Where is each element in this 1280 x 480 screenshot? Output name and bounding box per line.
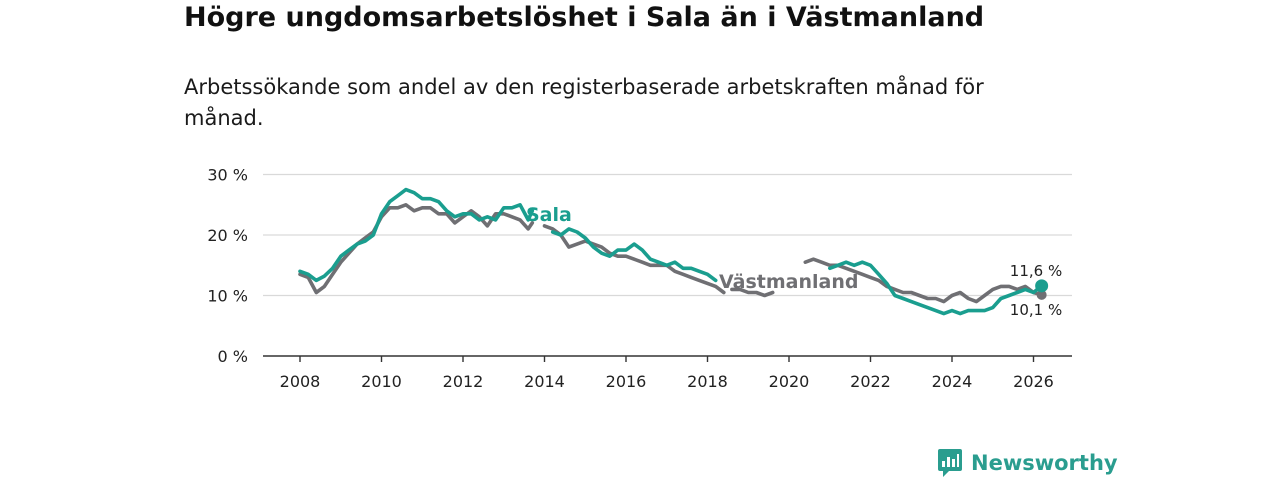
end-marker-sala (1035, 279, 1049, 293)
series-line-vastmanland-segment-3 (803, 257, 1044, 304)
line-chart: 0 % 10 % 20 % 30 % 2008 2010 2012 2014 2016 2018 2… (207, 166, 1072, 391)
series-lines (298, 187, 1049, 316)
x-tick-label-2016: 2016 (606, 372, 647, 391)
end-label-vastmanland: 10,1 % (1010, 301, 1062, 319)
gridlines (263, 173, 1072, 297)
series-line-vastmanland-segment-0 (298, 203, 535, 295)
y-tick-label-10: 10 % (207, 287, 248, 306)
series-line-vastmanland-segment-2 (730, 287, 775, 298)
series-line-vastmanland-segment-1 (542, 224, 726, 295)
x-tick-label-2024: 2024 (932, 372, 973, 391)
chart-subtitle: Arbetssökande som andel av den registerb… (184, 75, 984, 130)
series-line-sala-segment-1 (550, 227, 718, 283)
y-tick-label-30: 30 % (207, 166, 248, 185)
x-tick-label-2010: 2010 (361, 372, 402, 391)
newsworthy-logo-icon (938, 449, 962, 477)
brand-logo: Newsworthy (937, 448, 1118, 478)
chart-title: Högre ungdomsarbetslöshet i Sala än i Vä… (184, 2, 985, 33)
axes: 0 % 10 % 20 % 30 % 2008 2010 2012 2014 2016 2018 2… (207, 166, 1072, 391)
x-tick-label-2022: 2022 (850, 372, 891, 391)
x-tick-label-2008: 2008 (280, 372, 321, 391)
end-label-sala: 11,6 % (1010, 262, 1062, 280)
series-labels: Sala Västmanland 11,6 % 10,1 % (526, 204, 1062, 319)
x-tick-label-2014: 2014 (524, 372, 565, 391)
y-tick-label-20: 20 % (207, 226, 248, 245)
x-tick-label-2020: 2020 (769, 372, 810, 391)
end-marker-vastmanland (1036, 289, 1047, 300)
series-line-sala-segment-2 (828, 260, 1044, 316)
series-line-sala-segment-0 (298, 187, 535, 283)
x-tick-label-2012: 2012 (443, 372, 484, 391)
x-tick-label-2018: 2018 (687, 372, 728, 391)
series-label-sala: Sala (526, 204, 572, 226)
brand-name: Newsworthy (971, 451, 1118, 475)
series-label-vastmanland: Västmanland (719, 271, 859, 293)
y-tick-label-0: 0 % (218, 347, 248, 366)
x-tick-label-2026: 2026 (1013, 372, 1054, 391)
